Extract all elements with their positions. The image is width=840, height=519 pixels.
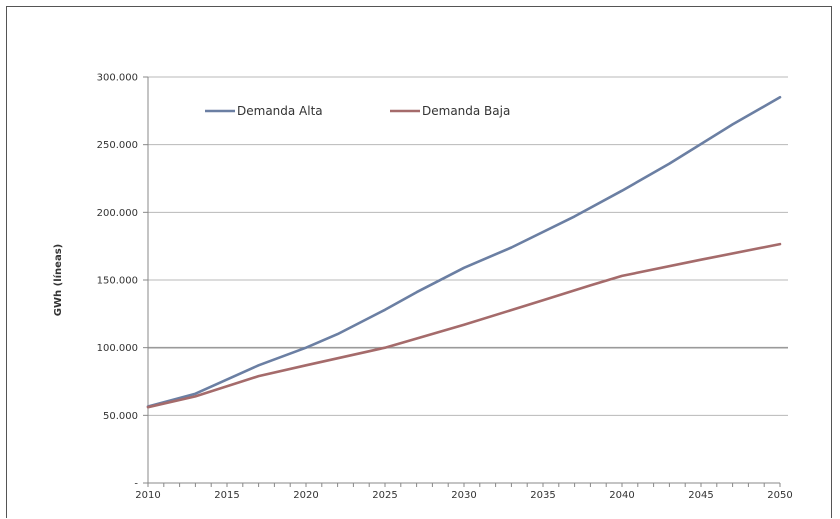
y-tick-label: 100.000: [97, 343, 138, 354]
series-lines: [146, 96, 782, 409]
y-axis-title: GWh (líneas): [52, 244, 64, 316]
x-tick-label: 2015: [214, 490, 239, 501]
series-line-demanda-alta: [146, 96, 782, 408]
x-tick-label: 2025: [372, 490, 397, 501]
y-tick-label: -: [134, 479, 138, 490]
legend-label: Demanda Alta: [237, 104, 323, 118]
x-tick-label: 2030: [451, 490, 476, 501]
legend: Demanda Alta Demanda Baja: [205, 104, 510, 118]
y-tick-label: 300.000: [97, 73, 138, 84]
series-line-demanda-baja: [146, 242, 782, 409]
x-tick-label: 2045: [688, 490, 713, 501]
y-tick-label: 50.000: [103, 411, 138, 422]
y-tick-label: 250.000: [97, 140, 138, 151]
x-tick-label: 2040: [609, 490, 634, 501]
y-tick-label: 150.000: [97, 276, 138, 287]
x-tick-label: 2020: [293, 490, 318, 501]
y-tick-label: 200.000: [97, 208, 138, 219]
gridlines: [148, 76, 788, 416]
x-tick-label: 2035: [530, 490, 555, 501]
x-tick-label: 2050: [767, 490, 792, 501]
y-axis-ticks: - 50.000 100.000 150.000 200.000 250.000 300.0…: [97, 73, 148, 490]
x-axis-ticks: 2010 2015 2020 2025 2030 2035 2040 2045 2050: [135, 483, 793, 501]
x-tick-label: 2010: [135, 490, 160, 501]
legend-label: Demanda Baja: [422, 104, 510, 118]
